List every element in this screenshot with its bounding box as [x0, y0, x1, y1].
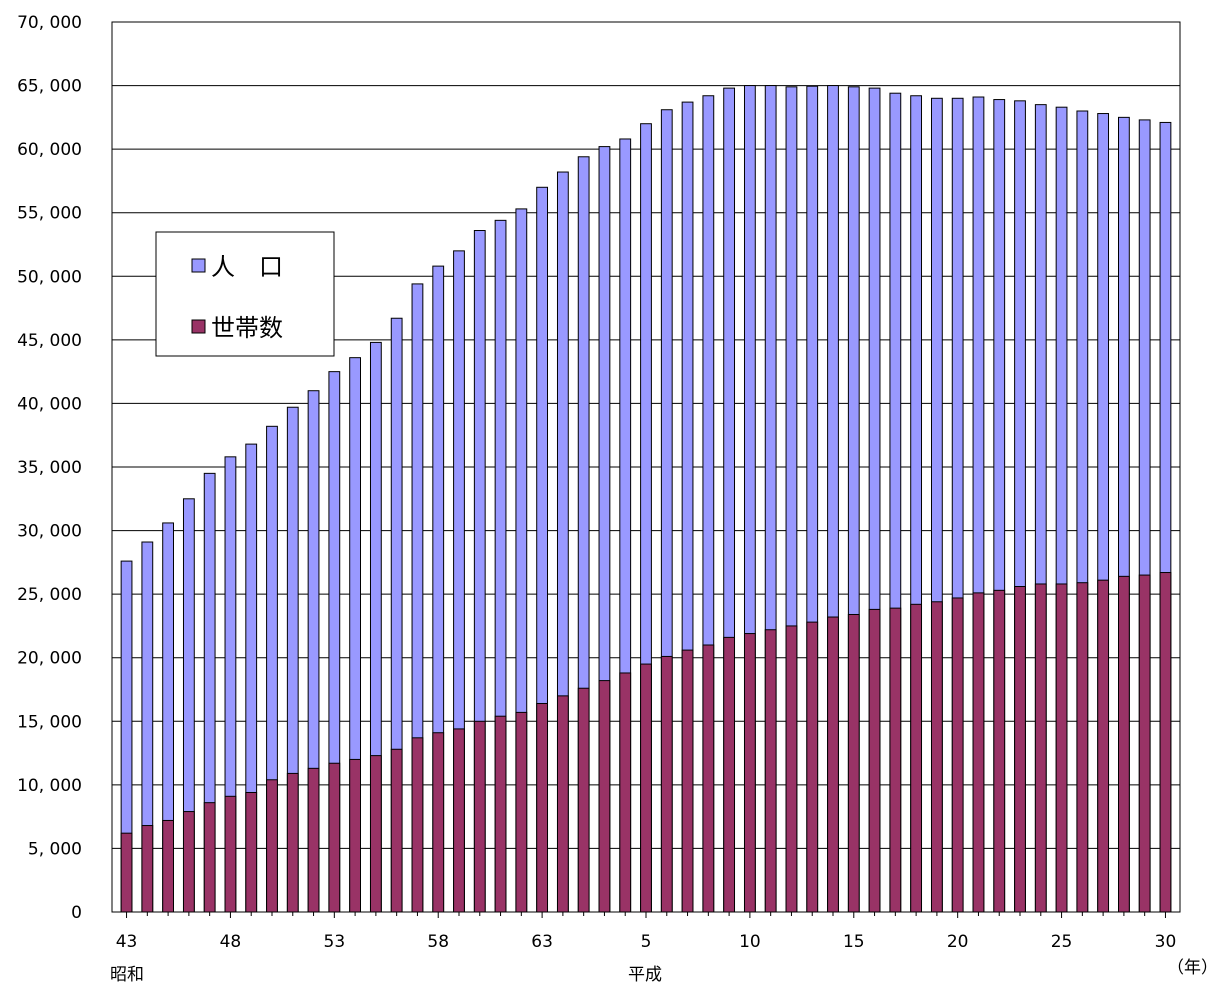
households-bar: [203, 802, 216, 913]
households-bar: [349, 758, 362, 913]
era-labels: 昭和 平成 （年）: [110, 958, 1218, 984]
x-axis-unit-label: （年）: [1167, 958, 1218, 978]
households-bar: [702, 644, 715, 913]
households-bar: [681, 649, 694, 913]
y-tick-label: 60, 000: [17, 140, 82, 160]
households-bar: [868, 608, 881, 913]
x-tick-label: 20: [947, 932, 969, 952]
y-tick-label: 30, 000: [17, 522, 82, 542]
era-label-showa: 昭和: [110, 965, 144, 984]
y-axis-ticks: 0 5, 000 10, 000 15, 000 20, 000 25, 000 30, 0…: [17, 13, 82, 923]
y-tick-label: 20, 000: [17, 649, 82, 669]
households-bar: [515, 711, 528, 913]
y-tick-label: 70, 000: [17, 13, 82, 33]
households-bar: [390, 748, 403, 913]
x-tick-label: 5: [641, 932, 652, 952]
x-tick-label: 30: [1155, 932, 1177, 952]
x-tick-label: 48: [220, 932, 242, 952]
households-bar: [764, 629, 777, 913]
households-bar: [577, 687, 590, 913]
households-bar: [182, 811, 195, 913]
households-bar: [951, 597, 964, 913]
x-tick-label: 10: [739, 932, 761, 952]
households-bar: [930, 601, 943, 913]
households-bar: [162, 819, 174, 913]
households-bar: [743, 633, 756, 913]
households-bar: [1055, 583, 1068, 913]
y-tick-label: 45, 000: [17, 331, 82, 351]
x-tick-label: 43: [116, 932, 138, 952]
legend-label-households: 世帯数: [211, 314, 283, 342]
households-bar: [120, 832, 133, 913]
households-bar: [847, 613, 860, 913]
x-tick-label: 25: [1051, 932, 1073, 952]
households-bar: [1076, 582, 1089, 913]
households-bar: [910, 603, 923, 913]
households-bar: [494, 715, 507, 913]
x-tick-label: 53: [324, 932, 346, 952]
y-tick-label: 55, 000: [17, 204, 82, 224]
households-bar: [619, 672, 632, 913]
y-tick-label: 65, 000: [17, 77, 82, 97]
legend-label-population: 人 口: [211, 253, 283, 281]
legend-swatch-population: [191, 258, 206, 273]
households-bar: [1014, 586, 1026, 913]
era-label-heisei: 平成: [628, 965, 662, 984]
legend-swatch-households: [191, 319, 206, 334]
y-tick-label: 25, 000: [17, 585, 82, 605]
households-bar: [993, 589, 1006, 913]
households-bar: [1159, 572, 1172, 913]
y-tick-label: 35, 000: [17, 458, 82, 478]
y-tick-label: 10, 000: [17, 776, 82, 796]
households-bar: [827, 616, 839, 913]
households-bar: [1138, 574, 1151, 913]
y-tick-label: 5, 000: [28, 839, 82, 859]
y-tick-label: 50, 000: [17, 267, 82, 287]
households-bar: [411, 737, 424, 913]
legend-box: [155, 231, 335, 357]
households-bar: [972, 592, 985, 913]
households-bar: [286, 772, 299, 913]
households-bar: [432, 732, 445, 913]
x-tick-label: 63: [531, 932, 553, 952]
households-bar: [660, 655, 673, 913]
legend: 人 口 世帯数: [155, 231, 335, 357]
households-bar: [473, 720, 486, 913]
x-axis-ticks: 43 48 53 58 63 5 10 15 20 25 30: [116, 912, 1177, 952]
households-bar: [266, 779, 278, 913]
households-bar: [536, 702, 549, 913]
households-bar: [1118, 575, 1130, 913]
households-bar: [245, 791, 258, 913]
households-bar: [785, 625, 798, 913]
households-bar: [556, 695, 569, 913]
x-tick-label: 15: [843, 932, 865, 952]
households-bar: [307, 767, 320, 913]
households-bar: [640, 663, 652, 913]
households-bar: [1034, 583, 1047, 913]
households-bar: [141, 825, 154, 913]
households-bar: [328, 762, 341, 913]
households-bar: [369, 755, 382, 913]
y-tick-label: 40, 000: [17, 394, 82, 414]
households-bar: [723, 636, 736, 913]
households-bar: [453, 728, 465, 913]
households-bar: [806, 621, 819, 913]
x-tick-label: 58: [427, 932, 449, 952]
bars: [120, 85, 1172, 913]
households-bar: [889, 607, 902, 913]
households-bar: [598, 680, 611, 913]
y-tick-label: 0: [71, 903, 82, 923]
households-bar: [224, 795, 237, 913]
y-tick-label: 15, 000: [17, 712, 82, 732]
households-bar: [1097, 579, 1110, 913]
